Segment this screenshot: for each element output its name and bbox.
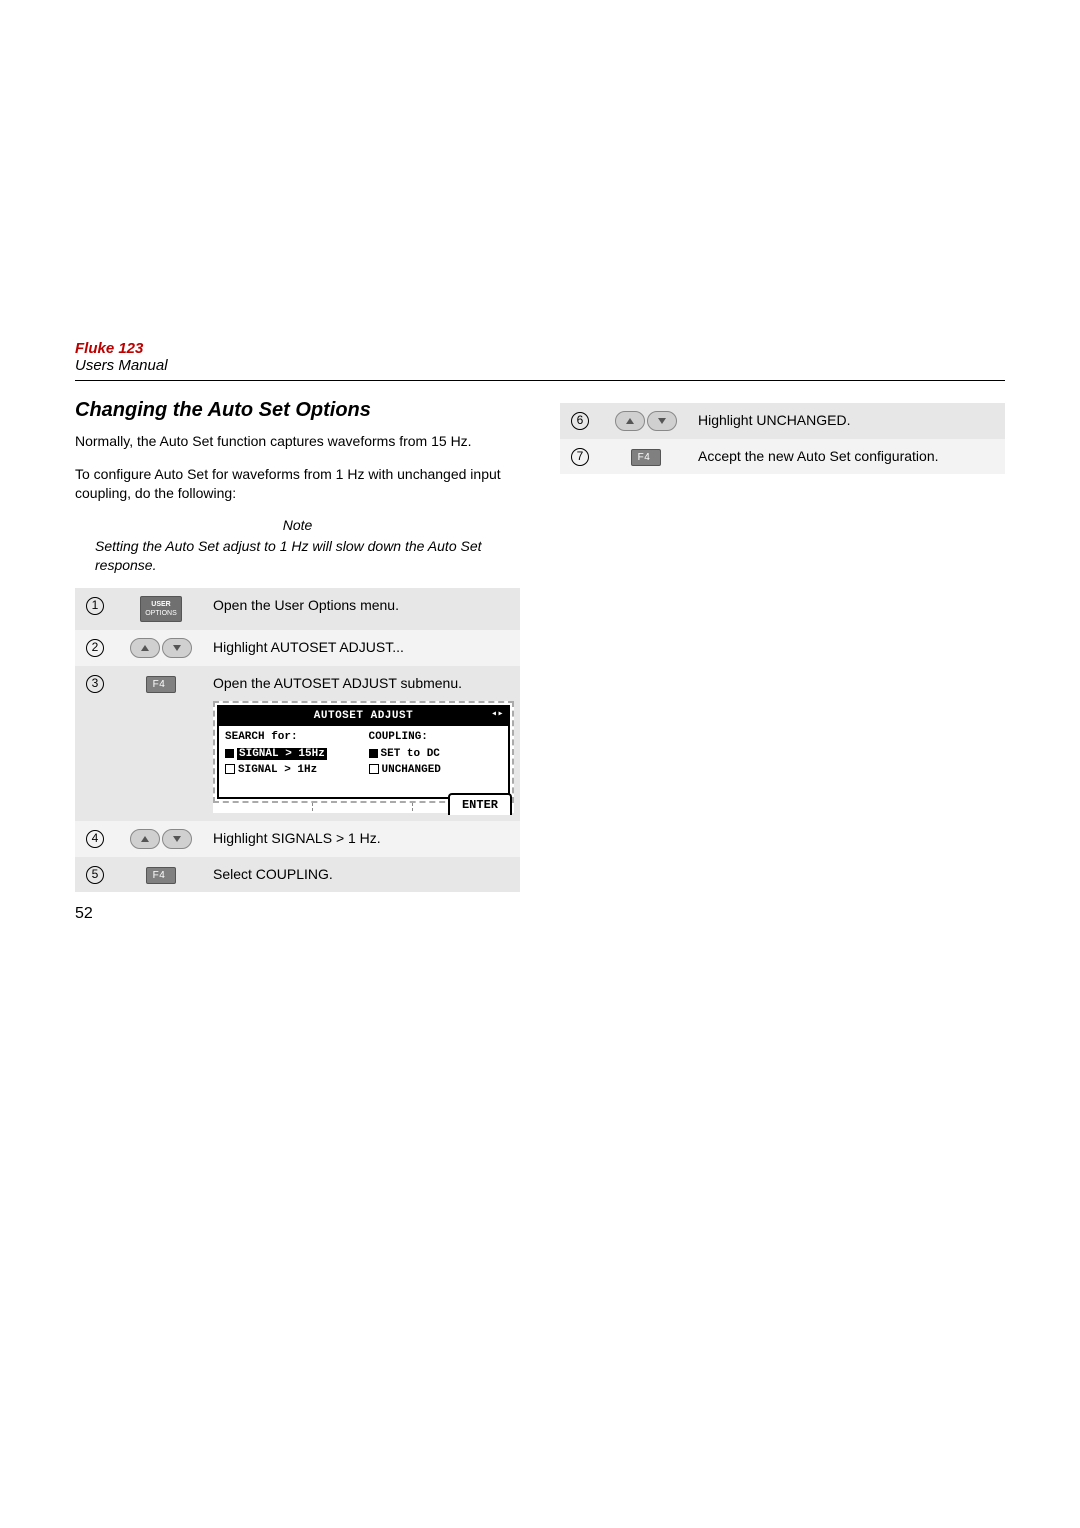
lcd-nav-icon: ◂▸ (491, 708, 504, 722)
lcd-title: AUTOSET ADJUST (314, 710, 413, 722)
step-row: 3 F4 Open the AUTOSET ADJUST submenu. AU… (75, 666, 520, 820)
step-number: 2 (86, 639, 104, 657)
arrow-keys-icon (615, 411, 677, 431)
note-body: Setting the Auto Set adjust to 1 Hz will… (95, 537, 520, 575)
section-title: Changing the Auto Set Options (75, 399, 520, 422)
step-icon-cell: USER OPTIONS (115, 588, 207, 630)
arrow-up-icon (130, 638, 160, 658)
step-description: Open the AUTOSET ADJUST submenu. AUTOSET… (207, 666, 520, 820)
header-rule (75, 380, 1005, 381)
step-number: 7 (571, 448, 589, 466)
step-icon-cell: F4 (600, 439, 692, 474)
step-description: Highlight UNCHANGED. (692, 403, 1005, 439)
f4-button-icon: F4 (146, 676, 177, 693)
lcd-col-header: SEARCH for: (225, 730, 359, 745)
lcd-option: UNCHANGED (369, 763, 503, 778)
header-subtitle: Users Manual (75, 357, 1005, 374)
step-description: Highlight SIGNALS > 1 Hz. (207, 821, 520, 857)
intro-paragraph-2: To configure Auto Set for waveforms from… (75, 465, 520, 503)
arrow-keys-icon (130, 829, 192, 849)
f4-button-icon: F4 (631, 449, 662, 466)
step-description: Select COUPLING. (207, 857, 520, 892)
arrow-down-icon (162, 638, 192, 658)
lcd-col-header: COUPLING: (369, 730, 503, 745)
lcd-option: SIGNAL > 15Hz (225, 747, 359, 762)
step-description: Open the User Options menu. (207, 588, 520, 630)
right-steps-table: 6 Highlight UNCHANGED. 7 F4 Accept the n (560, 403, 1005, 474)
step-row: 5 F4 Select COUPLING. (75, 857, 520, 892)
brand-text: Fluke 123 (75, 340, 1005, 357)
step-icon-cell (115, 821, 207, 857)
lcd-option: SIGNAL > 1Hz (225, 763, 359, 778)
user-options-button-icon: USER OPTIONS (140, 596, 182, 622)
page-number: 52 (75, 905, 93, 923)
left-steps-table: 1 USER OPTIONS Open the User Options men… (75, 588, 520, 891)
step-description: Accept the new Auto Set configuration. (692, 439, 1005, 474)
step-icon-cell: F4 (115, 666, 207, 820)
arrow-down-icon (162, 829, 192, 849)
step-row: 4 Highlight SIGNALS > 1 Hz. (75, 821, 520, 857)
f4-button-icon: F4 (146, 867, 177, 884)
step-row: 2 Highlight AUTOSET ADJUST... (75, 630, 520, 666)
step-row: 1 USER OPTIONS Open the User Options men… (75, 588, 520, 630)
step-icon-cell (600, 403, 692, 439)
step-icon-cell: F4 (115, 857, 207, 892)
step-row: 7 F4 Accept the new Auto Set configurati… (560, 439, 1005, 474)
arrow-up-icon (615, 411, 645, 431)
step-icon-cell (115, 630, 207, 666)
step-description: Highlight AUTOSET ADJUST... (207, 630, 520, 666)
arrow-up-icon (130, 829, 160, 849)
arrow-keys-icon (130, 638, 192, 658)
arrow-down-icon (647, 411, 677, 431)
lcd-option: SET to DC (369, 747, 503, 762)
step-number: 5 (86, 866, 104, 884)
note-label: Note (75, 517, 520, 533)
step-number: 1 (86, 597, 104, 615)
lcd-screenshot: AUTOSET ADJUST ◂▸ SEARCH for: SIGNAL > 1… (213, 701, 514, 812)
step-row: 6 Highlight UNCHANGED. (560, 403, 1005, 439)
step-number: 4 (86, 830, 104, 848)
step-number: 3 (86, 675, 104, 693)
step-number: 6 (571, 412, 589, 430)
intro-paragraph-1: Normally, the Auto Set function captures… (75, 432, 520, 451)
